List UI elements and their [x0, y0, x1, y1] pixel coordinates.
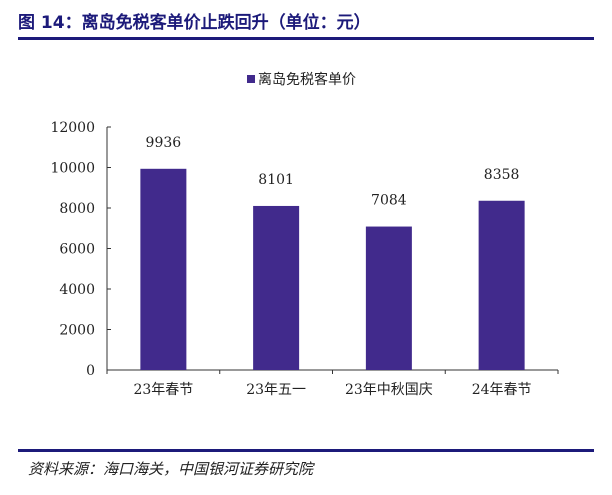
category-label: 23年五一: [246, 382, 306, 398]
figure-title: 图 14：离岛免税客单价止跌回升（单位：元）: [18, 13, 371, 33]
bar: [365, 226, 412, 370]
y-tick-label: 4000: [59, 282, 95, 298]
legend-label: 离岛免税客单价: [258, 71, 356, 88]
source-note: 资料来源：海口海关，中国银河证券研究院: [28, 460, 314, 478]
bar: [253, 205, 300, 370]
category-label: 23年春节: [133, 382, 193, 398]
bars: 9936 23年春节 8101 23年五一 7084 23年中秋国庆 8358 24年春节: [133, 135, 531, 398]
y-axis: 0 2000 4000 6000 8000 10000 12000: [50, 120, 111, 379]
chart-legend: 离岛免税客单价: [247, 71, 356, 88]
y-tick-label: 12000: [50, 120, 95, 136]
legend-swatch: [247, 75, 255, 83]
bar: [478, 200, 525, 370]
data-label: 9936: [146, 135, 182, 151]
bar: [140, 168, 187, 370]
category-label: 24年春节: [472, 382, 532, 398]
data-label: 7084: [371, 193, 407, 209]
x-axis: [106, 369, 559, 374]
y-tick-label: 6000: [59, 242, 95, 258]
data-label: 8101: [258, 172, 294, 188]
data-label: 8358: [484, 167, 520, 183]
y-tick-label: 0: [86, 363, 95, 379]
category-label: 23年中秋国庆: [345, 382, 433, 398]
y-tick-label: 8000: [59, 201, 95, 217]
y-tick-label: 10000: [50, 161, 95, 177]
y-tick-label: 2000: [59, 323, 95, 339]
title-rule: [18, 37, 594, 40]
source-rule: [18, 449, 594, 452]
